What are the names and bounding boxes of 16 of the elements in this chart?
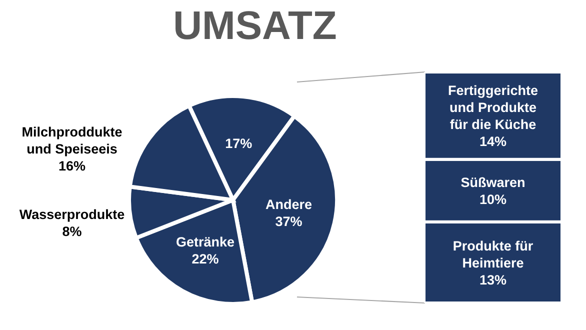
data-label: 16% (58, 158, 86, 174)
series-label: Fertiggerichte und Produkte für die Küche (448, 82, 538, 132)
data-label: 14% (479, 134, 507, 149)
slice-label: Andere (266, 196, 313, 212)
slice-label: Getränke (176, 234, 236, 250)
data-label: 37% (275, 214, 302, 229)
slice-label: Milchproddukte und Speiseeis (22, 124, 123, 156)
data-label: 10% (479, 192, 507, 207)
slice-label: Wasserprodukte (19, 206, 126, 222)
data-label: 8% (62, 224, 82, 239)
data-label: 22% (192, 251, 219, 266)
chart-title: UMSATZ (172, 4, 338, 49)
data-label: 17% (225, 136, 252, 151)
series-label: Süßwaren (460, 174, 526, 190)
data-label: 13% (479, 272, 507, 287)
series-label: Produkte für Heimtiere (452, 238, 534, 270)
